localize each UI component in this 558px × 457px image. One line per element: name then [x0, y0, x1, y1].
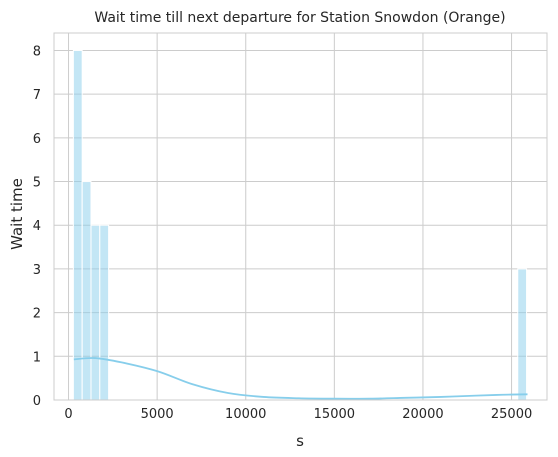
- y-axis-label: Wait time: [8, 178, 26, 250]
- grid-layer: [54, 33, 547, 401]
- chart-title: Wait time till next departure for Statio…: [94, 10, 505, 26]
- x-tick-label: 20000: [402, 407, 443, 422]
- y-tick-label: 4: [33, 219, 41, 234]
- x-axis-label: s: [296, 432, 304, 450]
- histogram-bar: [81, 181, 92, 401]
- x-tick-label: 15000: [314, 407, 355, 422]
- x-tick-label: 5000: [141, 407, 174, 422]
- frame-layer: [53, 32, 548, 401]
- kde-layer: [73, 357, 528, 400]
- y-tick-label: 7: [33, 88, 41, 103]
- histogram-bar: [517, 268, 528, 401]
- ticks-layer: 0 5000 10000 15000 20000 25000 0 1 2 3 4 5 6 7 8: [33, 44, 533, 422]
- histogram-bar: [90, 224, 101, 401]
- kde-curve: [73, 357, 528, 400]
- y-tick-label: 3: [33, 263, 41, 278]
- histogram-bar: [99, 224, 110, 401]
- x-tick-label: 25000: [491, 407, 532, 422]
- y-tick-label: 1: [33, 350, 41, 365]
- x-tick-label: 0: [64, 407, 72, 422]
- y-tick-label: 6: [33, 132, 41, 147]
- y-tick-label: 2: [33, 307, 41, 322]
- y-tick-label: 5: [33, 176, 41, 191]
- y-tick-label: 0: [33, 394, 41, 409]
- histogram-bar: [72, 49, 83, 401]
- plot-frame: [53, 32, 548, 401]
- x-tick-label: 10000: [225, 407, 266, 422]
- y-tick-label: 8: [33, 44, 41, 59]
